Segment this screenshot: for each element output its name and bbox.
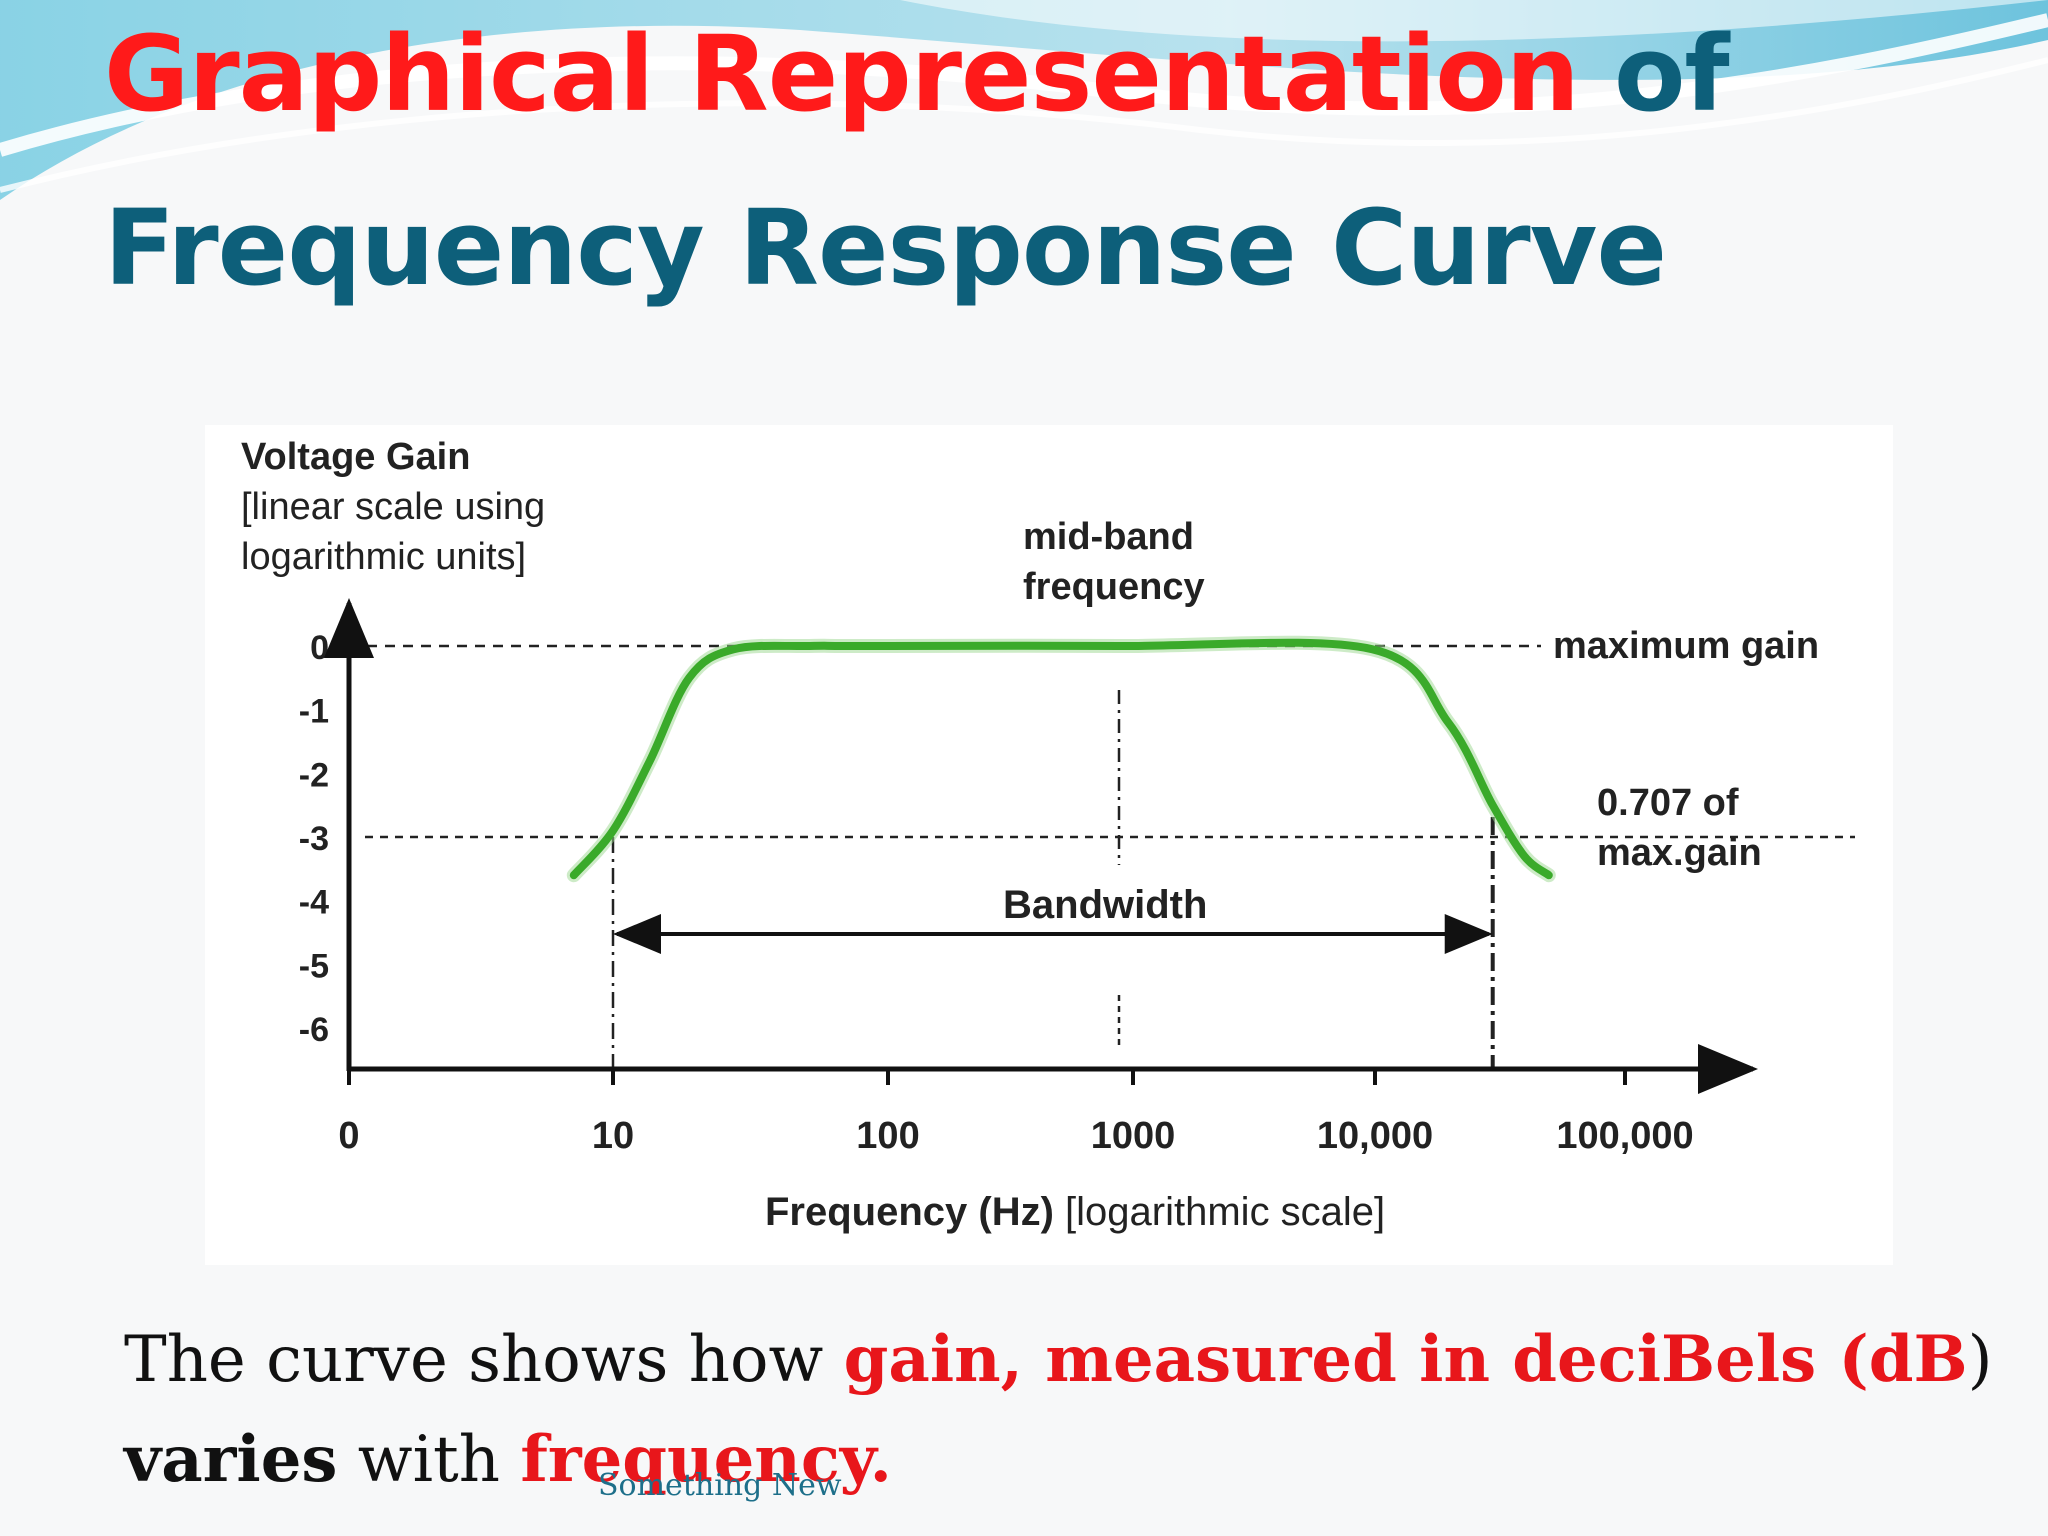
- series-layer: [566, 635, 1556, 883]
- frequency-response-chart: Voltage Gain [linear scale using logarit…: [205, 425, 1893, 1265]
- x-tick-label: 100,000: [1556, 1115, 1693, 1157]
- y-axis-label-line-1: Voltage Gain: [241, 436, 470, 478]
- title-connector: of: [1578, 13, 1730, 135]
- caption-highlight-frequency: frequency.: [520, 1422, 892, 1497]
- title-highlight: Graphical Representation: [104, 13, 1580, 135]
- y-tick-labels: 0 -1 -2 -3 -4 -5 -6: [299, 629, 329, 1049]
- x-tick-label: 10: [592, 1115, 634, 1157]
- x-axis-label: Frequency (Hz) [logarithmic scale]: [765, 1190, 1385, 1234]
- caption-text-2: ): [1967, 1323, 1993, 1397]
- x-tick-label: 1000: [1091, 1115, 1176, 1157]
- x-tick-label: 100: [856, 1115, 919, 1157]
- gain-curve-glow: [566, 635, 1556, 883]
- x-axis-label-rest: [logarithmic scale]: [1054, 1190, 1385, 1234]
- chart-svg: Voltage Gain [linear scale using logarit…: [241, 436, 1855, 1234]
- half-power-label-line-1: 0.707 of: [1597, 782, 1739, 824]
- y-tick-label: -2: [299, 756, 329, 794]
- x-tick-labels: 0 10 100 1000 10,000 100,000: [338, 1115, 1693, 1157]
- caption-highlight-gain: gain, measured in deciBels (dB: [843, 1322, 1968, 1397]
- caption-text-1: The curve shows how: [124, 1323, 844, 1397]
- page-title-line-2: Frequency Response Curve: [104, 187, 1667, 309]
- page-title-line-1: Graphical Representation of: [104, 22, 1730, 126]
- bandwidth-label: Bandwidth: [1003, 883, 1207, 927]
- caption-text-varies: varies: [124, 1422, 338, 1497]
- y-axis-label-line-2: [linear scale using: [241, 486, 545, 528]
- y-tick-label: -4: [299, 884, 329, 922]
- x-tick-label: 0: [338, 1115, 359, 1157]
- y-tick-label: -3: [299, 820, 329, 858]
- caption-line-1: The curve shows how gain, measured in de…: [124, 1328, 1993, 1393]
- y-tick-label: -6: [299, 1011, 329, 1049]
- mid-band-label-line-1: mid-band: [1023, 516, 1194, 558]
- caption-line-2: varies with frequency.: [124, 1428, 892, 1493]
- x-axis-label-bold: Frequency (Hz): [765, 1190, 1054, 1234]
- axes: [324, 598, 1758, 1094]
- maximum-gain-label: maximum gain: [1553, 625, 1819, 667]
- caption-text-3: with: [337, 1423, 521, 1497]
- y-axis-label-line-3: logarithmic units]: [241, 536, 526, 578]
- mid-band-label-line-2: frequency: [1023, 566, 1205, 608]
- y-tick-label: -1: [299, 693, 329, 731]
- footer-text: Something New: [598, 1468, 842, 1503]
- x-tick-label: 10,000: [1317, 1115, 1433, 1157]
- gain-curve: [569, 638, 1553, 880]
- y-tick-label: -5: [299, 947, 329, 985]
- y-tick-label: 0: [310, 629, 329, 667]
- header-wave-decoration: [0, 0, 2048, 200]
- half-power-label-line-2: max.gain: [1597, 832, 1762, 874]
